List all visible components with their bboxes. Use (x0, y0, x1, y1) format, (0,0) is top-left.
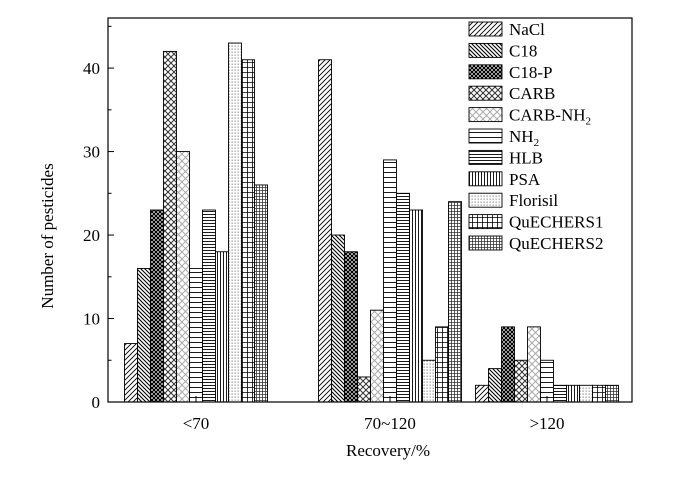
legend-swatch-nh2 (468, 128, 503, 144)
x-axis-label: Recovery/% (346, 441, 430, 460)
bar-quechers2-0 (254, 184, 268, 403)
bar-quechers1-1 (435, 326, 449, 403)
bar-c18-1 (331, 234, 345, 403)
legend-swatch-carb (468, 85, 503, 101)
bar-psa-1 (409, 209, 423, 403)
legend-swatch-quechers2 (468, 235, 503, 251)
legend-label-quechers2: QuECHERS2 (509, 234, 603, 253)
bar-nacl-2 (475, 384, 489, 403)
bar-carb-1 (357, 376, 371, 403)
y-axis-label: Number of pesticides (38, 163, 57, 308)
axes-layer: 0 10 20 30 40 <70 70~120 >120 (83, 17, 633, 433)
bar-carb-2 (514, 359, 528, 403)
legend-swatch-nacl (468, 21, 503, 37)
bar-nacl-1 (318, 59, 332, 403)
bar-psa-2 (566, 384, 580, 403)
legend-label-hlb: HLB (509, 148, 543, 167)
legend-label-nacl: NaCl (509, 20, 545, 39)
bar-c18-p-1 (344, 251, 358, 403)
bar-c18-p-0 (150, 209, 164, 403)
legend-label-carb: CARB (509, 84, 555, 103)
bar-carb-nh2-1 (370, 309, 384, 403)
legend-label-psa: PSA (509, 170, 541, 189)
legend-label-nh2: NH2 (509, 127, 539, 149)
legend-label-florisil: Florisil (509, 191, 558, 210)
legend-swatch-c18-p (468, 64, 503, 80)
bar-hlb-2 (553, 384, 567, 403)
bar-c18-2 (488, 368, 502, 403)
bar-hlb-0 (202, 209, 216, 403)
legend-label-c18: C18 (509, 41, 537, 60)
legend-swatch-hlb (468, 149, 503, 165)
bar-florisil-0 (228, 42, 242, 403)
x-tick-label: 70~120 (364, 414, 416, 433)
legend-label-c18-p: C18-P (509, 63, 552, 82)
bar-carb-nh2-2 (527, 326, 541, 403)
bar-c18-0 (137, 267, 151, 403)
bar-hlb-1 (396, 192, 410, 403)
bar-psa-0 (215, 251, 229, 403)
bar-nacl-0 (124, 343, 138, 403)
bar-nh2-2 (540, 359, 554, 403)
bar-florisil-1 (422, 359, 436, 403)
legend-label-quechers1: QuECHERS1 (509, 213, 603, 232)
y-tick-label: 0 (92, 393, 101, 412)
legend-swatch-florisil (468, 192, 503, 208)
legend-swatch-psa (468, 171, 503, 187)
bar-c18-p-2 (501, 326, 515, 403)
bar-carb-0 (163, 50, 177, 403)
bar-nh2-1 (383, 159, 397, 403)
y-tick-label: 20 (83, 226, 100, 245)
bar-carb-nh2-0 (176, 151, 190, 403)
y-tick-label: 10 (83, 310, 100, 329)
bar-quechers1-0 (241, 59, 255, 403)
x-tick-label: >120 (529, 414, 564, 433)
bars-layer (124, 42, 619, 403)
legend-swatch-quechers1 (468, 214, 503, 230)
y-tick-label: 40 (83, 59, 100, 78)
legend-swatch-carb-nh2 (468, 107, 503, 123)
bar-nh2-0 (189, 267, 203, 403)
bar-quechers1-2 (592, 384, 606, 403)
y-tick-label: 30 (83, 143, 100, 162)
bar-florisil-2 (579, 384, 593, 403)
legend-swatch-c18 (468, 42, 503, 58)
bar-quechers2-1 (448, 201, 462, 403)
plot-frame (107, 17, 633, 403)
x-tick-label: <70 (183, 414, 210, 433)
legend-label-carb-nh2: CARB-NH2 (509, 106, 591, 128)
bar-quechers2-2 (605, 384, 619, 403)
